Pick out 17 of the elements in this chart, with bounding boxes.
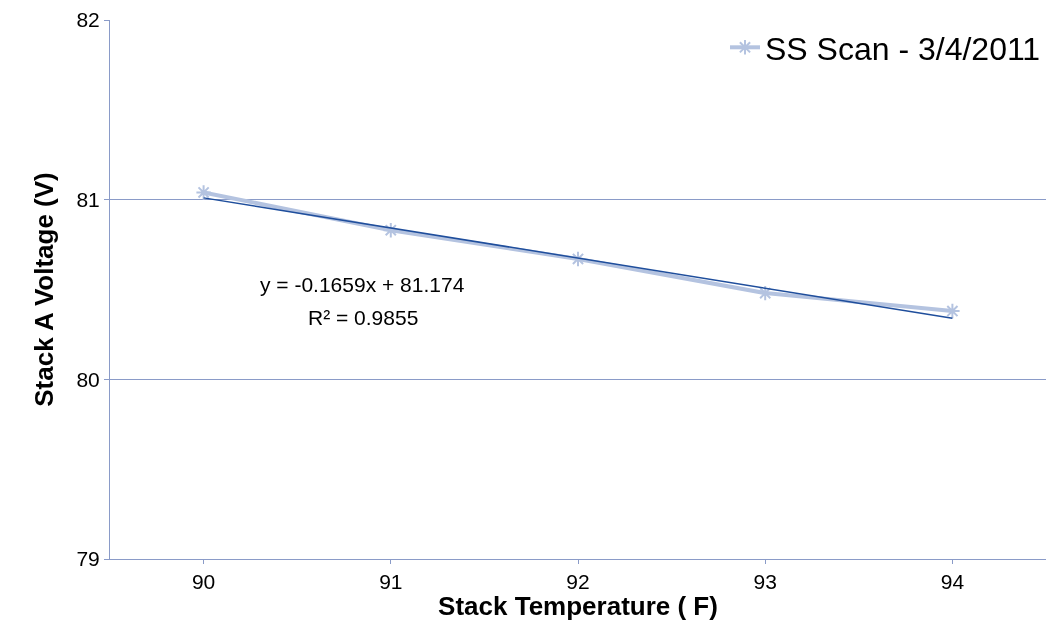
annotation: R² = 0.9855 [308, 306, 419, 329]
x-tick-label: 90 [191, 570, 216, 594]
legend-label: SS Scan - 3/4/2011 [765, 30, 1041, 67]
x-tick-label: 94 [940, 570, 965, 594]
x-tick-label: 92 [566, 570, 590, 594]
x-tick-label: 93 [753, 570, 777, 594]
point [382, 222, 399, 239]
y-tick-label: 80 [76, 367, 100, 391]
x-axis-title: Stack Temperature ( F) [438, 591, 718, 621]
y-axis-title: Stack A Voltage (V) [28, 172, 59, 407]
y-tick-label: 79 [76, 547, 100, 571]
x-tick-label: 91 [379, 570, 403, 594]
annotation: y = -0.1659x + 81.174 [260, 273, 465, 296]
point [195, 184, 212, 201]
point [944, 302, 961, 320]
y-tick-label: 82 [76, 8, 100, 32]
y-tick-label: 81 [76, 188, 100, 212]
